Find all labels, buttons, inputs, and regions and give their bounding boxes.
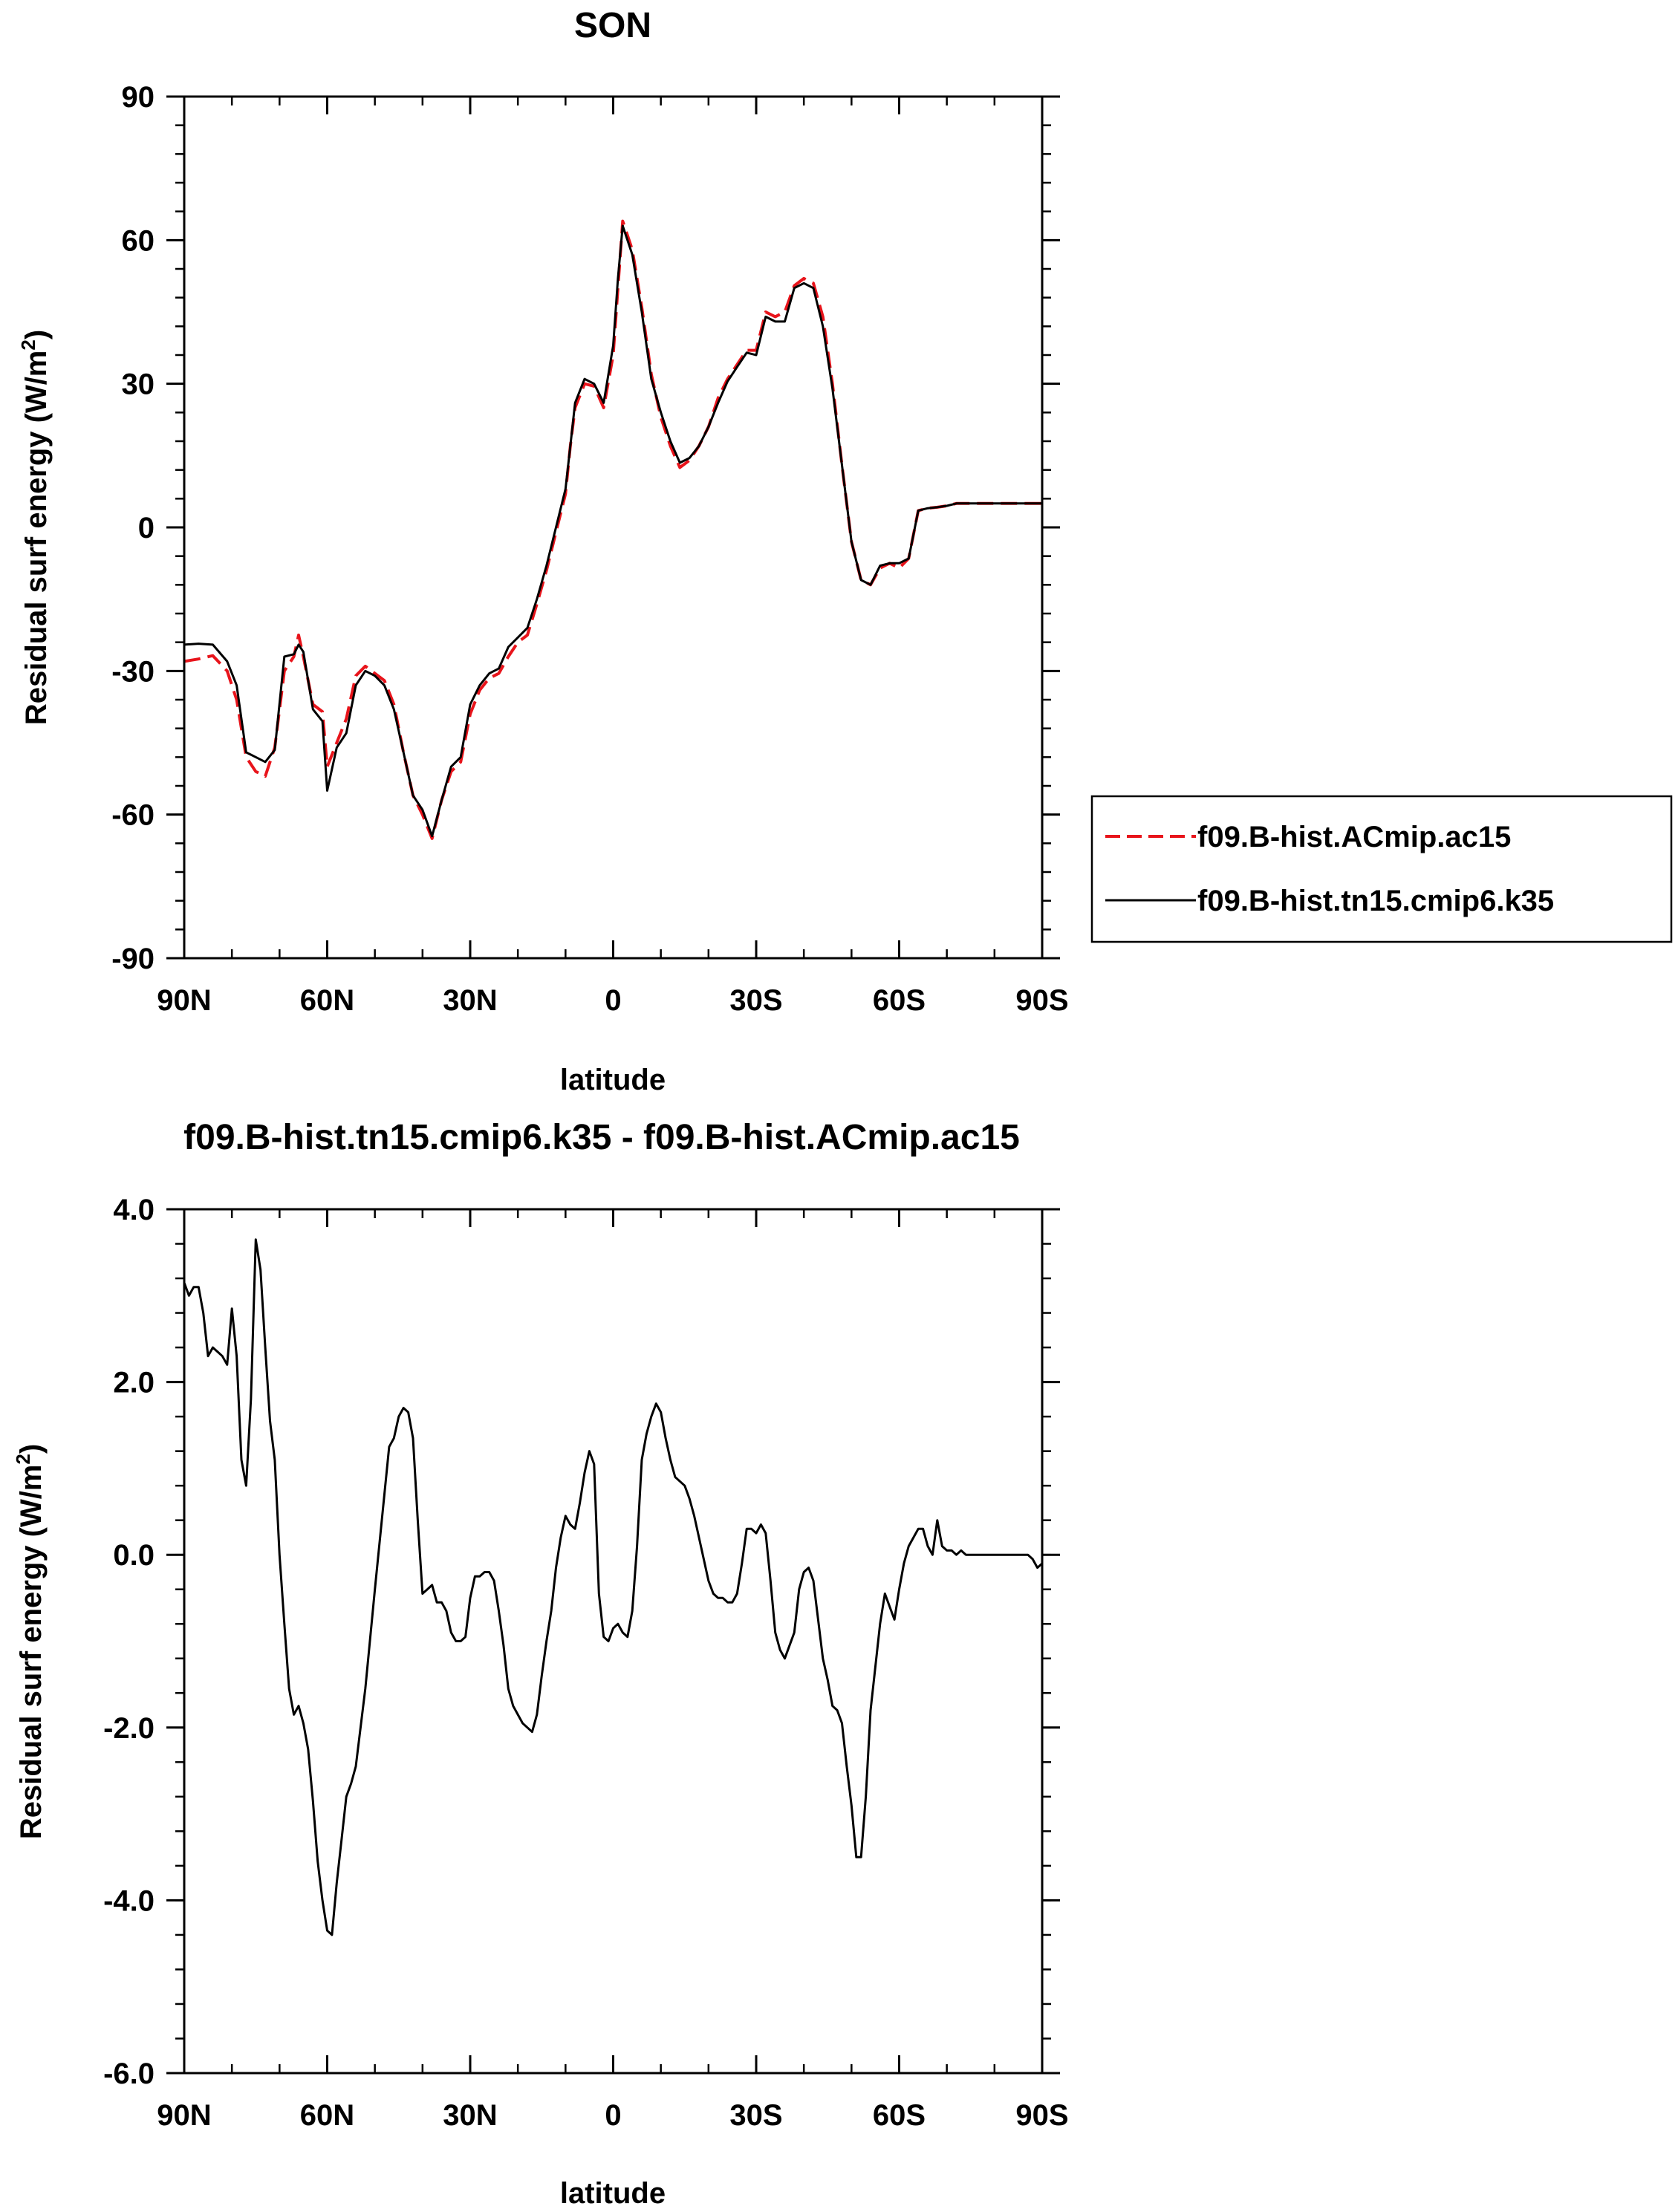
legend-entry-ac15: f09.B-hist.ACmip.ac15	[1197, 821, 1511, 853]
x-tick-label: 90S	[1015, 984, 1068, 1017]
bottom-plot-frame	[183, 1208, 1044, 2075]
x-tick-label: 30S	[729, 2099, 782, 2132]
y-tick-label: -30	[111, 655, 155, 688]
bottom-chart-title: f09.B-hist.tn15.cmip6.k35 - f09.B-hist.A…	[183, 1118, 1020, 1157]
y-tick-label: 60	[122, 224, 155, 257]
top-y-axis-label: Residual surf energy (W/m2)	[17, 330, 53, 725]
top-x-tick-labels: 90N 60N 30N 0 30S 60S 90S	[157, 984, 1068, 1017]
bottom-y-axis-label: Residual surf energy (W/m2)	[12, 1444, 48, 1839]
x-tick-label: 90N	[157, 2099, 211, 2132]
legend: f09.B-hist.ACmip.ac15 f09.B-hist.tn15.cm…	[1090, 795, 1673, 943]
y-tick-label: 2.0	[113, 1367, 155, 1399]
x-tick-label: 0	[605, 984, 621, 1017]
series-line-1	[183, 224, 1042, 838]
y-tick-label: -2.0	[103, 1712, 155, 1745]
legend-box	[1090, 795, 1673, 943]
x-tick-label: 90S	[1015, 2099, 1068, 2132]
y-tick-label: -6.0	[103, 2058, 155, 2090]
x-tick-label: 60N	[300, 2099, 354, 2132]
x-tick-label: 60S	[873, 2099, 926, 2132]
x-tick-label: 30N	[443, 984, 497, 1017]
x-tick-label: 30N	[443, 2099, 497, 2132]
y-tick-label: 0	[138, 512, 155, 544]
series-line-0	[183, 1238, 1044, 1936]
top-chart-title: SON	[574, 6, 651, 45]
y-tick-label: 0.0	[113, 1539, 155, 1572]
y-tick-label: 30	[122, 368, 155, 401]
y-tick-label: 4.0	[113, 1194, 155, 1226]
bottom-x-axis-label: latitude	[560, 2177, 666, 2210]
top-y-tick-labels: 90 60 30 0 -30 -60 -90	[111, 81, 155, 975]
x-tick-label: 60S	[873, 984, 926, 1017]
top-axis-ticks	[166, 95, 1060, 960]
bottom-series-group	[183, 1238, 1044, 1936]
x-tick-label: 30S	[729, 984, 782, 1017]
x-tick-label: 0	[605, 2099, 621, 2132]
y-tick-label: -60	[111, 799, 155, 832]
top-y-axis-label-sup: 2	[17, 339, 39, 350]
x-tick-label: 60N	[300, 984, 354, 1017]
x-tick-label: 90N	[157, 984, 211, 1017]
top-y-axis-label-end: )	[20, 330, 53, 339]
legend-entry-k35: f09.B-hist.tn15.cmip6.k35	[1197, 885, 1554, 917]
bottom-y-axis-label-sup: 2	[12, 1454, 34, 1464]
bottom-x-tick-labels: 90N 60N 30N 0 30S 60S 90S	[157, 2099, 1068, 2132]
top-x-axis-label: latitude	[560, 1064, 666, 1096]
bottom-axis-ticks	[166, 1208, 1060, 2075]
bottom-y-tick-labels: 4.0 2.0 0.0 -2.0 -4.0 -6.0	[103, 1194, 155, 2090]
top-plot-frame	[183, 95, 1044, 960]
y-tick-label: -4.0	[103, 1884, 155, 1917]
y-tick-label: -90	[111, 943, 155, 975]
top-y-axis-label-main: Residual surf energy (W/m	[20, 351, 53, 726]
y-tick-label: 90	[122, 81, 155, 114]
top-panel: SON 90N 60N 30N 0 30S 60S 90S 90 60 30 0 -30 -60 -90…	[17, 6, 1673, 1096]
bottom-panel: f09.B-hist.tn15.cmip6.k35 - f09.B-hist.A…	[12, 1118, 1069, 2210]
bottom-y-axis-label-main: Residual surf energy (W/m	[15, 1465, 48, 1840]
bottom-y-axis-label-end: )	[15, 1444, 48, 1454]
top-series-group	[183, 219, 1042, 840]
